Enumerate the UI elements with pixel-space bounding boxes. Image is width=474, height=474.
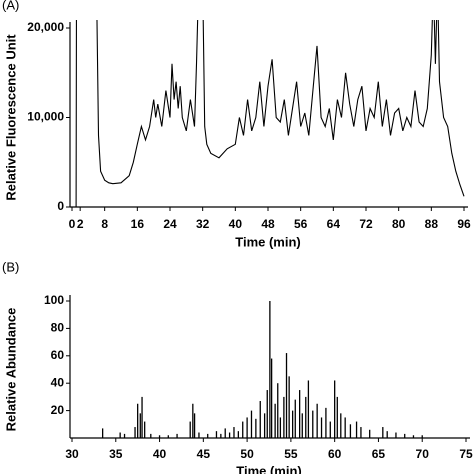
plot-area bbox=[101, 301, 423, 438]
y-tick-label: 20,000 bbox=[27, 20, 64, 34]
y-tick-label: 10,000 bbox=[27, 110, 64, 124]
x-tick-label: 48 bbox=[261, 217, 275, 231]
x-tick-label: 72 bbox=[359, 217, 373, 231]
y-axis-title: Relative Abundance bbox=[3, 308, 18, 432]
x-tick-label: 96 bbox=[457, 217, 471, 231]
panel-label: (B) bbox=[2, 259, 19, 274]
x-tick-label: 70 bbox=[416, 447, 430, 461]
x-tick-label: 2 bbox=[77, 217, 84, 231]
x-tick-label: 40 bbox=[153, 447, 167, 461]
x-tick-label: 24 bbox=[163, 217, 177, 231]
x-tick-label: 30 bbox=[65, 447, 79, 461]
x-tick-label: 65 bbox=[372, 447, 386, 461]
panel-label: (A) bbox=[2, 0, 19, 12]
x-tick-label: 80 bbox=[392, 217, 406, 231]
y-tick-label: 40 bbox=[51, 375, 65, 389]
x-tick-label: 45 bbox=[197, 447, 211, 461]
x-tick-label: 64 bbox=[327, 217, 341, 231]
x-tick-label: 16 bbox=[131, 217, 145, 231]
trace bbox=[72, 20, 465, 208]
x-tick-label: 55 bbox=[284, 447, 298, 461]
x-tick-label: 35 bbox=[109, 447, 123, 461]
x-tick-label: 8 bbox=[101, 217, 108, 231]
x-axis-title: Time (min) bbox=[236, 463, 302, 474]
x-tick-label: 60 bbox=[328, 447, 342, 461]
x-tick-label: 50 bbox=[240, 447, 254, 461]
y-tick-label: 100 bbox=[44, 293, 64, 307]
x-tick-label: 32 bbox=[196, 217, 210, 231]
x-tick-label: 75 bbox=[459, 447, 473, 461]
x-axis-title: Time (min) bbox=[235, 234, 301, 249]
x-tick-label: 88 bbox=[425, 217, 439, 231]
y-axis-title: Relative Fluorescence Unit bbox=[3, 34, 18, 201]
y-tick-label: 20 bbox=[51, 403, 65, 417]
plot-area bbox=[72, 20, 465, 208]
y-tick-label: 80 bbox=[51, 321, 65, 335]
y-tick-label: 0 bbox=[57, 199, 64, 213]
x-tick-label: 56 bbox=[294, 217, 308, 231]
y-tick-label: 60 bbox=[51, 348, 65, 362]
x-tick-label: 0 bbox=[69, 217, 76, 231]
x-tick-label: 40 bbox=[229, 217, 243, 231]
